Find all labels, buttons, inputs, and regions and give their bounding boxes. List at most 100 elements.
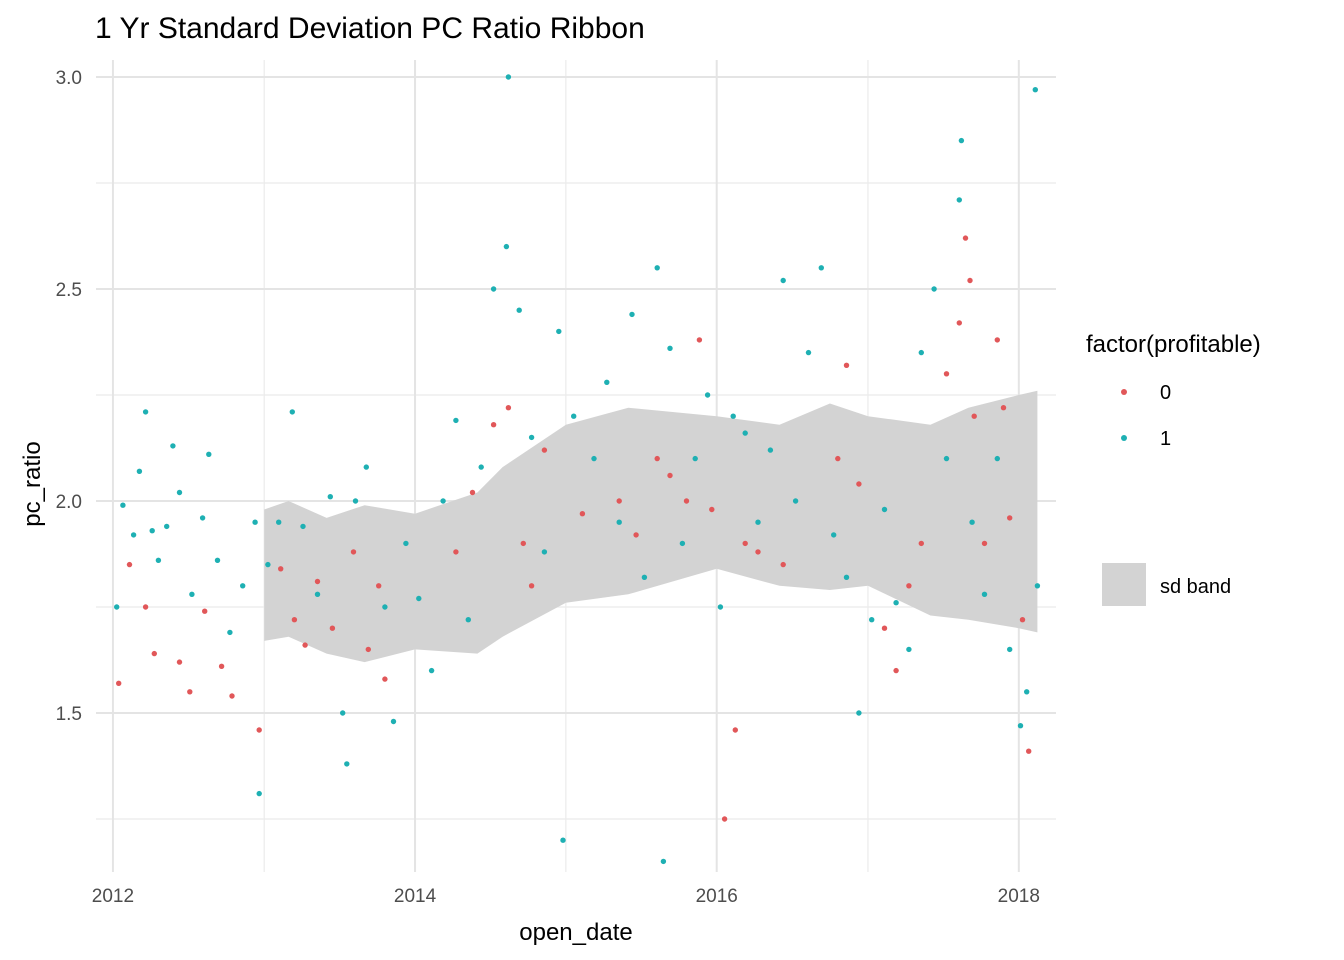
point-series1-16 — [252, 519, 258, 525]
point-series1-52 — [660, 858, 667, 865]
point-series0-29 — [654, 455, 660, 462]
legend-label-1: 1 — [1160, 428, 1171, 450]
point-series1-41 — [528, 434, 535, 441]
point-series1-4 — [142, 409, 149, 415]
point-series1-64 — [805, 349, 812, 356]
point-series1-30 — [403, 540, 409, 547]
point-series0-15 — [350, 549, 357, 555]
point-series1-71 — [893, 600, 899, 606]
point-series0-33 — [709, 506, 715, 513]
point-series1-18 — [265, 561, 271, 568]
legend-key-1 — [1121, 435, 1127, 441]
point-series0-40 — [843, 362, 850, 368]
point-series0-56 — [1026, 748, 1032, 754]
point-series1-49 — [629, 311, 635, 318]
point-series1-7 — [164, 523, 170, 530]
point-series1-44 — [560, 837, 566, 843]
point-series0-7 — [218, 663, 225, 669]
x-tick-label-1: 2014 — [394, 886, 437, 907]
point-series1-54 — [679, 540, 686, 547]
point-series1-22 — [314, 591, 321, 597]
point-series1-19 — [276, 519, 282, 525]
x-tick-label-0: 2012 — [92, 886, 134, 907]
point-series1-33 — [440, 498, 446, 504]
point-series1-60 — [755, 519, 761, 525]
point-series0-24 — [528, 583, 535, 589]
point-series0-27 — [616, 498, 622, 504]
point-series0-13 — [314, 578, 321, 585]
point-series1-20 — [289, 409, 295, 415]
point-series0-16 — [365, 646, 371, 653]
point-series0-2 — [142, 604, 149, 610]
point-series1-27 — [363, 464, 369, 470]
point-series0-35 — [732, 727, 738, 733]
y-tick-labels: 1.5 2.0 2.5 3.0 — [56, 68, 82, 725]
point-series0-30 — [667, 472, 673, 479]
point-series1-10 — [189, 591, 195, 597]
point-series0-41 — [856, 481, 862, 487]
point-series0-43 — [893, 667, 899, 674]
point-series0-22 — [505, 405, 512, 411]
point-series1-50 — [641, 574, 648, 580]
legend: factor(profitable) 0 1 sd band — [1086, 331, 1261, 606]
point-series0-28 — [633, 532, 639, 538]
point-series1-46 — [591, 455, 597, 462]
point-series1-40 — [516, 307, 522, 313]
legend-title: factor(profitable) — [1086, 331, 1261, 358]
point-series0-0 — [116, 680, 122, 686]
sd-ribbon-layer — [264, 390, 1038, 663]
point-series1-24 — [340, 710, 346, 716]
legend-label-sd-band: sd band — [1160, 576, 1231, 598]
point-series0-31 — [683, 498, 690, 504]
point-series1-67 — [843, 574, 850, 580]
point-series0-42 — [881, 625, 888, 631]
point-series1-83 — [1023, 689, 1030, 695]
point-series1-32 — [428, 667, 435, 674]
point-series1-75 — [943, 455, 950, 462]
point-series0-55 — [1019, 617, 1026, 623]
point-series1-23 — [327, 494, 333, 500]
point-series1-47 — [604, 379, 610, 385]
point-series1-34 — [453, 417, 459, 424]
y-tick-label-3: 3.0 — [56, 68, 82, 89]
point-series0-46 — [943, 371, 950, 377]
point-series0-26 — [579, 511, 586, 517]
point-series1-59 — [742, 430, 748, 436]
point-series0-21 — [490, 422, 497, 428]
point-series0-4 — [176, 659, 183, 665]
point-series1-37 — [490, 286, 497, 292]
point-series1-55 — [692, 455, 698, 462]
point-series0-51 — [981, 540, 988, 547]
point-series1-29 — [390, 718, 397, 725]
point-series1-1 — [120, 502, 126, 508]
point-series1-42 — [541, 549, 548, 555]
point-series1-85 — [1034, 583, 1041, 589]
point-series1-35 — [465, 617, 471, 623]
point-series1-17 — [256, 790, 262, 797]
legend-key-sd-band — [1102, 563, 1146, 606]
point-series1-66 — [831, 532, 837, 538]
point-series1-2 — [130, 532, 137, 538]
point-series1-45 — [571, 413, 577, 419]
point-series1-43 — [556, 328, 562, 335]
point-series0-44 — [906, 583, 912, 589]
point-series0-6 — [202, 608, 208, 614]
point-series1-70 — [881, 506, 888, 513]
point-series1-57 — [717, 604, 724, 610]
point-series1-3 — [136, 468, 143, 474]
point-series1-80 — [994, 455, 1000, 462]
point-series0-37 — [755, 549, 761, 555]
y-axis-title: pc_ratio — [19, 441, 46, 526]
point-series1-58 — [730, 413, 736, 419]
point-series1-81 — [1007, 646, 1013, 653]
point-series0-47 — [956, 320, 962, 326]
point-series1-31 — [416, 595, 422, 602]
point-series0-39 — [835, 455, 841, 462]
chart-title: 1 Yr Standard Deviation PC Ratio Ribbon — [95, 12, 645, 45]
point-series0-25 — [541, 447, 548, 453]
x-tick-labels: 2012 2014 2016 2018 — [92, 886, 1040, 907]
point-series1-82 — [1017, 723, 1024, 729]
point-series1-74 — [931, 286, 937, 292]
point-series1-53 — [667, 345, 673, 351]
